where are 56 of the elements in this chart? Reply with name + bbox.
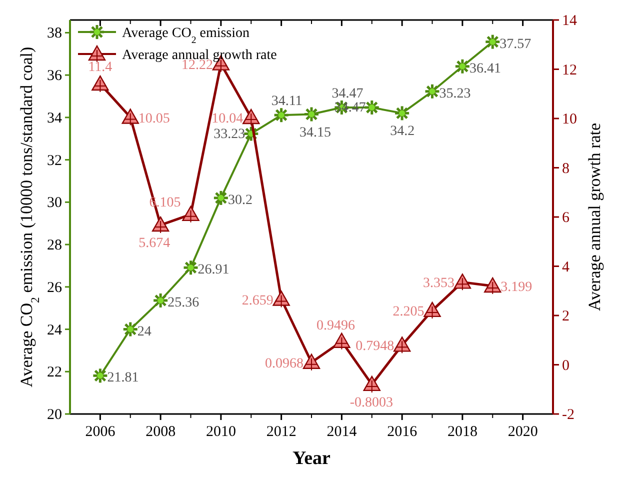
y-tick-label: 22	[47, 364, 62, 381]
data-label: -0.8003	[350, 395, 394, 410]
data-label: 25.36	[168, 295, 200, 310]
data-label: 36.41	[469, 61, 501, 76]
x-axis-title: Year	[292, 448, 332, 469]
y-tick-label: 30	[47, 195, 62, 212]
y-tick-label: 36	[47, 68, 62, 84]
y2-tick-label: 2	[562, 308, 570, 324]
y2-tick-label: 10	[562, 112, 577, 128]
data-label: 30.2	[228, 192, 252, 208]
x-tick-label: 2010	[206, 424, 236, 440]
x-tick-label: 2016	[387, 424, 418, 440]
y-tick-label: 38	[47, 26, 62, 42]
data-label: 24	[137, 324, 152, 340]
data-label: 10.05	[138, 111, 170, 126]
y2-tick-label: 8	[562, 160, 570, 177]
data-label: 0.0968	[265, 356, 304, 372]
y-tick-label: 24	[47, 322, 62, 338]
data-label: 34.2	[390, 124, 415, 140]
data-label: 0.9496	[316, 318, 355, 334]
x-tick-label: 2020	[508, 424, 538, 440]
data-label: 0.7948	[356, 339, 394, 354]
legend-label: Average CO$_{2}$ emission	[122, 26, 250, 46]
y2-tick-label: 14	[562, 13, 578, 29]
data-label: 34.15	[300, 125, 331, 140]
data-label: 26.91	[198, 262, 230, 278]
y-tick-label: 34	[47, 110, 62, 126]
data-label: 10.04	[212, 112, 244, 127]
x-tick-label: 2006	[85, 424, 116, 440]
data-label: 3.353	[422, 276, 454, 292]
y2-tick-label: 6	[562, 210, 570, 226]
data-label: 34.11	[271, 94, 302, 110]
y2-axis-title: Average annual growth rate	[585, 122, 604, 312]
data-label: 5.674	[138, 236, 170, 252]
data-label: 35.23	[439, 86, 471, 102]
y-tick-label: 26	[47, 280, 62, 296]
y-tick-label: 28	[47, 238, 62, 254]
data-label: 2.659	[242, 293, 274, 308]
y2-tick-label: 0	[562, 358, 570, 374]
y2-tick-label: 4	[562, 259, 570, 276]
data-label: 3.199	[500, 280, 532, 295]
x-tick-label: 2012	[266, 424, 296, 440]
data-label: 33.23	[214, 126, 246, 142]
y-tick-label: 32	[47, 152, 62, 169]
data-label: 34.47	[334, 100, 366, 116]
y2-tick-label: 12	[562, 62, 577, 78]
data-label: 37.57	[500, 36, 532, 52]
data-label: 11.4	[88, 60, 112, 76]
y-tick-label: 20	[47, 407, 62, 423]
x-tick-label: 2008	[146, 424, 176, 440]
data-label: 21.81	[107, 370, 139, 386]
x-tick-label: 2018	[447, 424, 478, 440]
data-label: 34.47	[332, 86, 364, 102]
y2-tick-label: -2	[562, 407, 574, 423]
x-tick-label: 2014	[326, 424, 358, 440]
data-label: 2.205	[392, 304, 424, 320]
